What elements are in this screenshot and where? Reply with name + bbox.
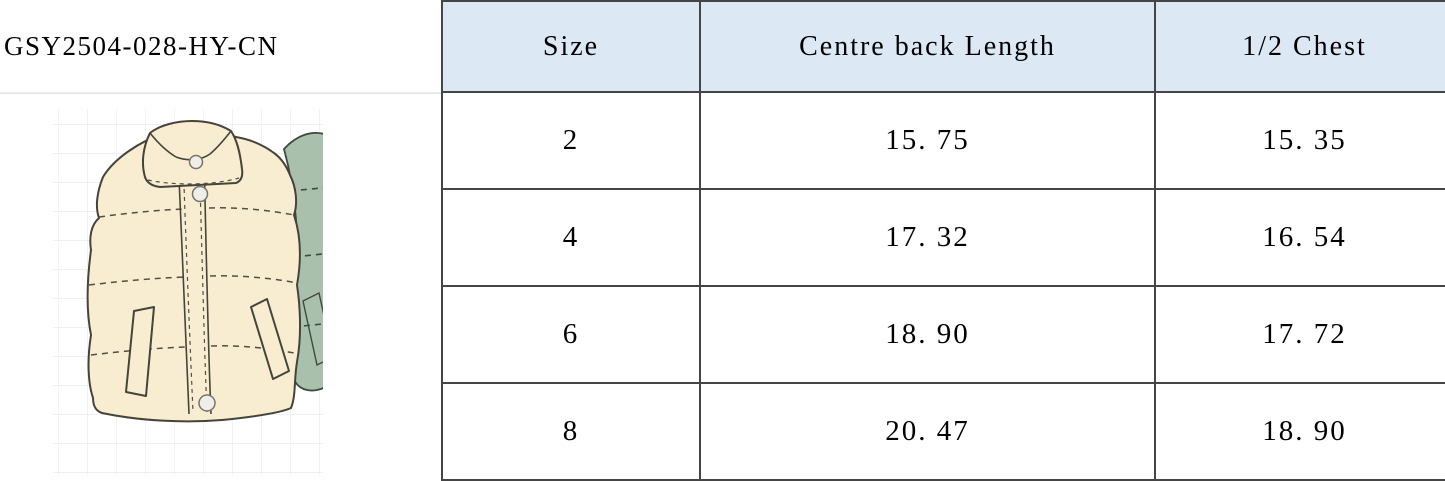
vest-button-top	[188, 154, 204, 170]
size-cell: 6	[441, 285, 701, 384]
placket-stitch-left	[182, 156, 194, 413]
table-row: 4 17. 32 16. 54	[441, 188, 1445, 287]
table-row: 2 15. 75 15. 35	[441, 91, 1445, 190]
table-row: 8 20. 47 18. 90	[441, 382, 1445, 481]
centre-back-length-cell: 15. 75	[699, 91, 1156, 190]
size-cell: 8	[441, 382, 701, 481]
centre-back-length-cell: 20. 47	[699, 382, 1156, 481]
vest-button-bottom	[198, 394, 216, 412]
size-chart-table: Size Centre back Length 1/2 Chest 2 15. …	[441, 0, 1445, 481]
product-panel: GSY2504-028-HY-CN	[0, 0, 441, 481]
vest-collar	[141, 120, 244, 188]
vest-button-middle	[191, 185, 209, 203]
size-cell: 4	[441, 188, 701, 287]
column-header-centre-back-length: Centre back Length	[699, 0, 1156, 93]
table-row: 6 18. 90 17. 72	[441, 285, 1445, 384]
collar-fold-right	[209, 130, 232, 155]
column-header-size: Size	[441, 0, 701, 93]
header-row: Size Centre back Length 1/2 Chest	[441, 0, 1445, 93]
collar-fold-left	[149, 132, 177, 158]
garment-svg	[53, 109, 323, 475]
collar-base-stitch	[147, 177, 240, 185]
quilt-stitch-row2-right	[209, 275, 299, 284]
green-vest-pocket	[302, 291, 323, 367]
placket-left-edge	[177, 154, 190, 415]
half-chest-cell: 15. 35	[1154, 91, 1445, 190]
half-chest-cell: 16. 54	[1154, 188, 1445, 287]
centre-back-length-cell: 17. 32	[699, 188, 1156, 287]
vest-pocket-left	[125, 306, 155, 397]
spreadsheet-gridline	[0, 92, 441, 94]
size-cell: 2	[441, 91, 701, 190]
half-chest-cell: 18. 90	[1154, 382, 1445, 481]
quilt-stitch-row1-right	[208, 207, 295, 216]
centre-back-length-cell: 18. 90	[699, 285, 1156, 384]
quilt-stitch-row1-left	[98, 208, 185, 218]
quilt-stitch-row2-left	[88, 276, 186, 286]
garment-illustration: 122312	[0, 95, 441, 481]
size-chart: Size Centre back Length 1/2 Chest 2 15. …	[441, 0, 1445, 481]
product-code: GSY2504-028-HY-CN	[4, 31, 279, 61]
column-header-half-chest: 1/2 Chest	[1154, 0, 1445, 93]
vest-pocket-right	[250, 298, 290, 380]
half-chest-cell: 17. 72	[1154, 285, 1445, 384]
vest-graphic	[86, 120, 302, 423]
